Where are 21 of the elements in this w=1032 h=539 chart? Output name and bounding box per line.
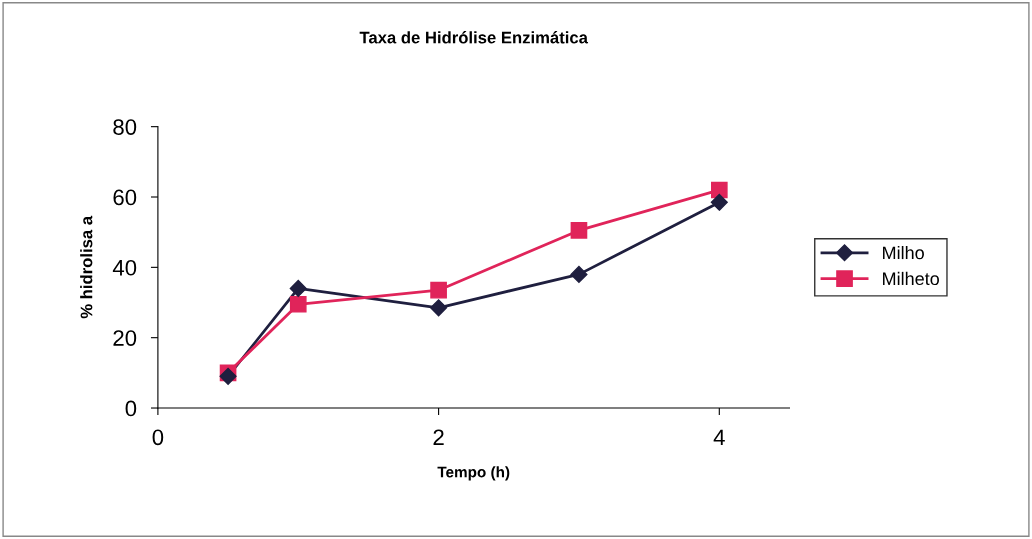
point [430,299,448,317]
y-tick-label: 20 [113,330,137,346]
point [710,193,728,211]
point [430,281,447,299]
point [710,181,728,199]
point [289,279,307,297]
point [289,295,307,313]
chart-title: Taxa de Hidrólise Enzimática [359,31,589,44]
x-tick-label: 0 [152,429,164,446]
y-axis-title: % hidrolisa a [80,215,93,319]
point [570,265,588,283]
x-tick-label: 2 [433,429,444,445]
legend-label: Milho [883,246,924,260]
point [570,222,588,239]
legend-label: Milheto [883,271,939,286]
x-tick-label: 4 [713,429,725,445]
y-tick-label: 0 [125,400,137,417]
y-tick-label: 40 [112,259,137,276]
y-tick-label: 80 [113,119,137,135]
y-tick-label: 60 [113,189,137,206]
x-axis-title: Tempo (h) [437,466,510,481]
